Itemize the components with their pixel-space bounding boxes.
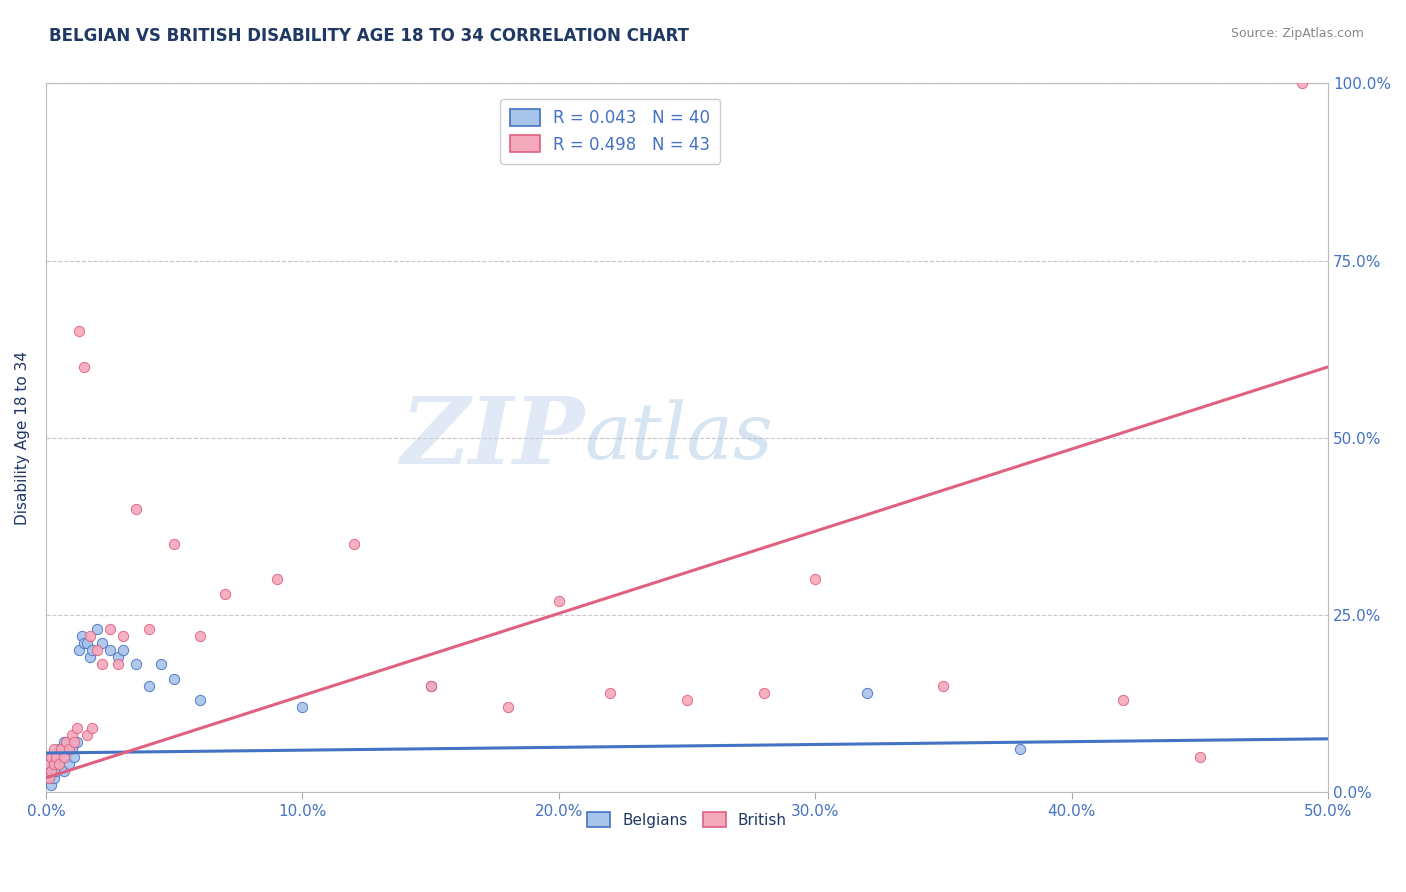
Point <box>125 501 148 516</box>
Point <box>52 764 75 778</box>
Point <box>86 622 108 636</box>
Point <box>163 537 186 551</box>
Point <box>150 657 173 672</box>
Point <box>38 771 60 785</box>
Point <box>752 686 775 700</box>
Point <box>599 686 621 700</box>
Point <box>42 771 65 785</box>
Point <box>51 749 73 764</box>
Point <box>343 537 366 551</box>
Point <box>58 756 80 771</box>
Text: BELGIAN VS BRITISH DISABILITY AGE 18 TO 34 CORRELATION CHART: BELGIAN VS BRITISH DISABILITY AGE 18 TO … <box>49 27 689 45</box>
Point <box>38 756 60 771</box>
Point <box>163 672 186 686</box>
Point <box>188 693 211 707</box>
Point <box>39 749 62 764</box>
Point <box>60 742 83 756</box>
Point <box>214 586 236 600</box>
Y-axis label: Disability Age 18 to 34: Disability Age 18 to 34 <box>15 351 30 524</box>
Point <box>138 622 160 636</box>
Point <box>266 573 288 587</box>
Point <box>39 749 62 764</box>
Point <box>291 700 314 714</box>
Point <box>38 764 60 778</box>
Point <box>76 728 98 742</box>
Point <box>67 325 90 339</box>
Legend: Belgians, British: Belgians, British <box>581 805 793 834</box>
Point <box>39 764 62 778</box>
Point <box>70 629 93 643</box>
Point <box>111 629 134 643</box>
Point <box>39 778 62 792</box>
Point <box>82 643 104 657</box>
Point <box>107 650 129 665</box>
Point <box>86 643 108 657</box>
Point <box>45 749 67 764</box>
Point <box>63 735 86 749</box>
Point <box>66 735 89 749</box>
Point <box>42 756 65 771</box>
Point <box>91 636 114 650</box>
Point <box>932 679 955 693</box>
Point <box>1112 693 1135 707</box>
Point <box>547 593 569 607</box>
Point <box>42 756 65 771</box>
Point <box>419 679 441 693</box>
Point <box>79 629 101 643</box>
Point <box>60 728 83 742</box>
Point <box>52 749 75 764</box>
Point <box>82 721 104 735</box>
Point <box>38 771 60 785</box>
Point <box>91 657 114 672</box>
Point <box>73 636 96 650</box>
Point <box>1291 77 1313 91</box>
Point <box>98 643 121 657</box>
Point <box>42 742 65 756</box>
Point <box>855 686 877 700</box>
Point <box>48 756 70 771</box>
Point <box>58 742 80 756</box>
Point <box>66 721 89 735</box>
Text: ZIP: ZIP <box>401 392 585 483</box>
Point <box>188 629 211 643</box>
Point <box>1188 749 1211 764</box>
Point <box>125 657 148 672</box>
Point <box>45 749 67 764</box>
Point <box>73 359 96 374</box>
Point <box>52 735 75 749</box>
Point <box>138 679 160 693</box>
Point <box>39 764 62 778</box>
Point <box>1010 742 1032 756</box>
Point <box>98 622 121 636</box>
Point <box>51 742 73 756</box>
Point <box>38 756 60 771</box>
Point <box>111 643 134 657</box>
Point <box>48 742 70 756</box>
Point <box>676 693 699 707</box>
Point <box>67 643 90 657</box>
Point <box>419 679 441 693</box>
Point <box>55 735 77 749</box>
Point <box>79 650 101 665</box>
Point <box>55 749 77 764</box>
Text: atlas: atlas <box>585 400 773 475</box>
Text: Source: ZipAtlas.com: Source: ZipAtlas.com <box>1230 27 1364 40</box>
Point <box>804 573 827 587</box>
Point <box>107 657 129 672</box>
Point <box>76 636 98 650</box>
Point <box>496 700 519 714</box>
Point <box>45 764 67 778</box>
Point <box>63 749 86 764</box>
Point <box>48 756 70 771</box>
